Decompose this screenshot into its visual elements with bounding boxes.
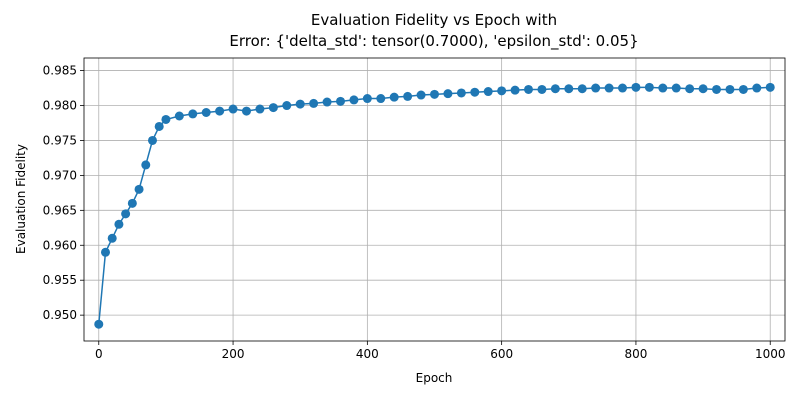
data-point [537, 84, 547, 94]
data-point [114, 219, 124, 229]
data-point [564, 84, 574, 94]
y-tick-label: 0.955 [43, 273, 77, 287]
data-point [241, 106, 251, 116]
data-point [752, 83, 762, 93]
y-tick-label: 0.965 [43, 203, 77, 217]
grid [84, 58, 785, 341]
data-point [430, 89, 439, 99]
data-point [712, 84, 722, 94]
x-tick-label: 1000 [755, 347, 786, 361]
data-point [349, 95, 359, 105]
data-point [510, 85, 520, 95]
data-point [141, 160, 151, 170]
data-point [295, 99, 305, 109]
data-point [121, 209, 131, 219]
data-point [698, 84, 708, 94]
y-tick-label: 0.975 [43, 133, 77, 147]
data-point [389, 92, 399, 102]
data-point [443, 89, 453, 99]
data-point [174, 111, 184, 121]
data-point [322, 97, 332, 107]
data-point [456, 88, 466, 98]
y-tick-label: 0.960 [43, 238, 77, 252]
data-point [658, 83, 668, 93]
data-point [362, 94, 372, 104]
data-point [228, 104, 238, 114]
y-tick-label: 0.985 [43, 64, 77, 78]
data-point [631, 82, 641, 92]
y-axis-label: Evaluation Fidelity [14, 144, 28, 254]
data-point [94, 319, 104, 329]
data-point [725, 84, 735, 94]
data-point [550, 84, 560, 94]
data-point [215, 106, 225, 116]
data-point [188, 109, 198, 119]
data-point [591, 83, 601, 93]
data-point [268, 103, 278, 113]
data-point [738, 84, 748, 94]
data-point [483, 87, 493, 97]
data-point [100, 247, 110, 257]
x-tick-label: 600 [490, 347, 513, 361]
y-tick-label: 0.950 [43, 308, 77, 322]
data-point [335, 96, 345, 106]
data-point [147, 135, 157, 145]
data-point [201, 108, 211, 118]
y-ticks: 0.950 0.955 0.960 0.965 0.970 0.975 0.980 0.985 [43, 64, 84, 322]
x-ticks: 0 200 400 600 800 1000 [95, 341, 786, 361]
data-point [154, 121, 164, 131]
data-point [765, 82, 775, 92]
data-point [309, 98, 319, 108]
chart-title-line1: Evaluation Fidelity vs Epoch with [311, 11, 557, 29]
data-point [618, 83, 628, 93]
data-point [403, 91, 413, 101]
x-tick-label: 400 [356, 347, 379, 361]
data-point [127, 198, 137, 208]
data-point [282, 101, 292, 111]
x-tick-label: 200 [222, 347, 245, 361]
data-point [376, 94, 386, 104]
chart-title-line2: Error: {'delta_std': tensor(0.7000), 'ep… [229, 32, 638, 51]
y-tick-label: 0.980 [43, 99, 77, 113]
data-point [524, 84, 534, 94]
data-point [685, 84, 695, 94]
x-tick-label: 0 [95, 347, 103, 361]
data-point [134, 184, 144, 194]
data-point [577, 84, 587, 94]
data-point [644, 82, 654, 92]
data-point [671, 83, 681, 93]
data-series [94, 82, 775, 329]
data-point [497, 86, 507, 96]
plot-frame [83, 57, 786, 342]
data-point [161, 114, 171, 124]
data-point [255, 104, 265, 114]
data-point [470, 87, 480, 97]
data-point [107, 233, 117, 243]
data-point [604, 83, 614, 93]
x-tick-label: 800 [624, 347, 647, 361]
series-line [98, 86, 771, 325]
x-axis-label: Epoch [416, 371, 453, 385]
data-point [416, 90, 426, 100]
y-tick-label: 0.970 [43, 168, 77, 182]
